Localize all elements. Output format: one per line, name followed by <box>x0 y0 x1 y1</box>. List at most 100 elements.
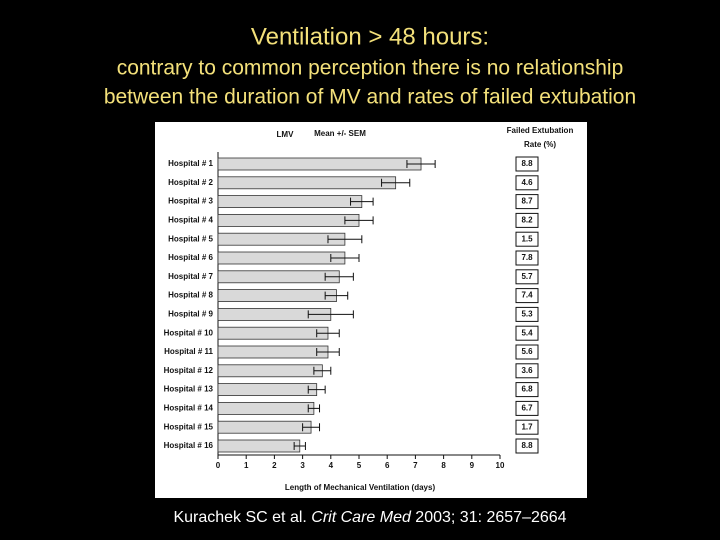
bar <box>217 251 346 265</box>
rate-value: 7.4 <box>521 291 533 300</box>
y-tick-label: Hospital # 1 <box>168 159 213 168</box>
citation: Kurachek SC et al. Crit Care Med 2003; 3… <box>173 509 566 526</box>
x-tick-label: 5 <box>357 461 362 470</box>
y-tick-label: Hospital # 7 <box>168 272 213 281</box>
error-bar <box>406 160 436 168</box>
rate-box <box>515 344 539 360</box>
y-tick-label: Hospital # 8 <box>168 291 213 300</box>
rate-header: Rate (%) <box>524 140 556 149</box>
x-tick-label: 8 <box>441 461 446 470</box>
rate-value: 1.7 <box>521 422 533 431</box>
citation-part: Crit Care Med <box>311 509 412 526</box>
x-tick-label: 0 <box>216 461 221 470</box>
rate-box <box>515 231 539 247</box>
rate-box <box>515 400 539 416</box>
rate-value: 5.7 <box>521 272 533 281</box>
x-tick-label: 2 <box>272 461 277 470</box>
error-bar <box>316 329 340 338</box>
error-bar <box>313 366 332 375</box>
x-axis-label: Length of Mechanical Ventilation (days) <box>285 483 436 492</box>
rate-box <box>515 306 539 322</box>
bar <box>217 176 397 190</box>
bar <box>217 401 315 415</box>
slide-title: Ventilation > 48 hours: <box>251 23 489 50</box>
rate-value: 5.4 <box>521 328 533 337</box>
error-bar <box>307 385 326 394</box>
y-tick-label: Hospital # 4 <box>168 216 213 225</box>
chart-subtitle: Mean +/- SEM <box>314 129 366 138</box>
rate-value: 4.6 <box>521 178 533 187</box>
x-tick-label: 9 <box>470 461 475 470</box>
error-bar <box>381 178 411 187</box>
error-bar <box>350 197 374 206</box>
rate-box <box>515 419 539 435</box>
x-tick-label: 4 <box>329 461 334 470</box>
bar <box>217 195 363 209</box>
error-bar <box>344 216 374 225</box>
error-bar <box>302 423 321 432</box>
bar <box>217 232 346 246</box>
rate-box <box>515 325 539 341</box>
y-tick-label: Hospital # 14 <box>164 404 214 413</box>
rate-value: 5.3 <box>521 310 533 319</box>
bar <box>217 439 301 453</box>
rate-box <box>515 288 539 304</box>
x-tick-label: 7 <box>413 461 418 470</box>
citation-part: Kurachek SC et al. <box>173 509 311 526</box>
x-tick-label: 3 <box>300 461 305 470</box>
rate-value: 7.8 <box>521 253 533 262</box>
rate-value: 8.8 <box>521 441 533 450</box>
bar <box>217 270 340 284</box>
bar <box>217 383 318 397</box>
x-tick-label: 1 <box>244 461 249 470</box>
bar <box>217 420 312 434</box>
rate-box <box>515 250 539 266</box>
rate-value: 1.5 <box>521 234 533 243</box>
y-tick-label: Hospital # 3 <box>168 197 213 206</box>
error-bar <box>324 291 349 300</box>
rate-value: 6.8 <box>521 385 533 394</box>
rate-value: 6.7 <box>521 404 533 413</box>
bar <box>217 345 329 359</box>
bar <box>217 213 360 227</box>
rate-box <box>515 175 539 191</box>
error-bar <box>293 442 306 450</box>
rate-box <box>515 269 539 285</box>
y-tick-label: Hospital # 16 <box>164 441 214 450</box>
y-tick-label: Hospital # 15 <box>164 422 214 431</box>
y-tick-label: Hospital # 12 <box>164 366 214 375</box>
rate-value: 8.7 <box>521 197 533 206</box>
x-tick-label: 6 <box>385 461 390 470</box>
rate-value: 8.8 <box>521 159 533 168</box>
y-tick-label: Hospital # 2 <box>168 178 213 187</box>
rate-box <box>515 382 539 398</box>
bar <box>217 289 337 303</box>
chart-title: LMV <box>277 130 295 139</box>
rate-box <box>515 156 539 172</box>
rate-value: 8.2 <box>521 216 533 225</box>
slide-subtitle: between the duration of MV and rates of … <box>104 86 636 109</box>
error-bar <box>307 310 354 319</box>
y-tick-label: Hospital # 6 <box>168 253 213 262</box>
rate-box <box>515 438 539 454</box>
rate-header: Failed Extubation <box>507 126 574 135</box>
y-tick-label: Hospital # 11 <box>164 347 213 356</box>
error-bar <box>316 348 340 356</box>
error-bar <box>324 272 354 281</box>
rate-value: 5.6 <box>521 347 533 356</box>
y-tick-label: Hospital # 9 <box>168 310 213 319</box>
citation-part: 2003; 31: 2657–2664 <box>411 509 567 526</box>
y-tick-label: Hospital # 10 <box>164 328 214 337</box>
bar <box>217 364 323 378</box>
bar <box>217 326 329 340</box>
rate-box <box>515 194 539 210</box>
error-bar <box>307 404 321 413</box>
slide-subtitle: contrary to common perception there is n… <box>117 57 624 80</box>
error-bar <box>330 254 360 262</box>
y-tick-label: Hospital # 5 <box>168 234 213 243</box>
x-tick-label: 10 <box>496 461 505 470</box>
error-bar <box>327 235 363 244</box>
bar <box>217 157 422 171</box>
